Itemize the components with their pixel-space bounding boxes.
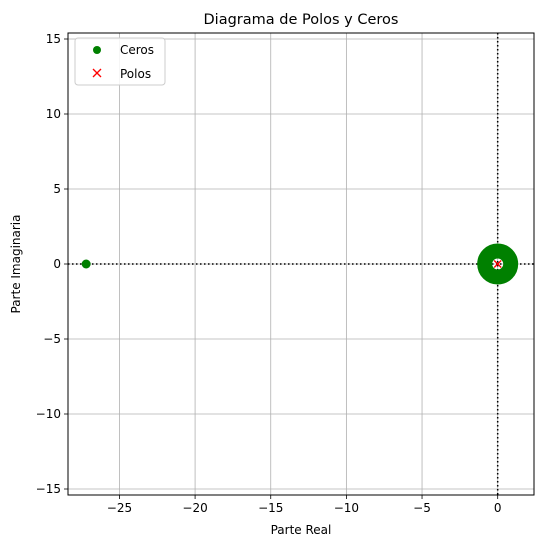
x-tick-label: −10	[334, 501, 359, 515]
y-tick-label: −15	[36, 482, 61, 496]
y-axis-ticks: −15 −10 −5 0 5 10 15	[36, 32, 68, 496]
data-marks	[81, 243, 519, 285]
legend-ceros-label: Ceros	[120, 43, 154, 57]
zero-marker	[477, 243, 519, 285]
zero-marker	[81, 259, 91, 269]
x-tick-label: −5	[413, 501, 431, 515]
x-axis-label: Parte Real	[271, 523, 332, 537]
y-tick-label: −10	[36, 407, 61, 421]
x-tick-label: −25	[107, 501, 132, 515]
pole-marker	[493, 260, 502, 268]
legend-polos-label: Polos	[120, 67, 151, 81]
y-tick-label: 5	[53, 182, 61, 196]
y-tick-label: 0	[53, 257, 61, 271]
chart-title: Diagrama de Polos y Ceros	[204, 12, 399, 28]
x-tick-label: 0	[494, 501, 502, 515]
y-tick-label: 10	[46, 107, 61, 121]
reference-lines	[68, 33, 534, 495]
legend-ceros-marker	[93, 46, 101, 54]
y-axis-label: Parte Imaginaria	[9, 215, 23, 314]
legend: Ceros Polos	[74, 37, 166, 86]
x-axis-ticks: −25 −20 −15 −10 −5 0	[107, 495, 502, 515]
y-tick-label: 15	[46, 32, 61, 46]
legend-polos-marker	[92, 68, 102, 78]
x-tick-label: −15	[258, 501, 283, 515]
x-tick-label: −20	[182, 501, 207, 515]
y-tick-label: −5	[43, 332, 61, 346]
